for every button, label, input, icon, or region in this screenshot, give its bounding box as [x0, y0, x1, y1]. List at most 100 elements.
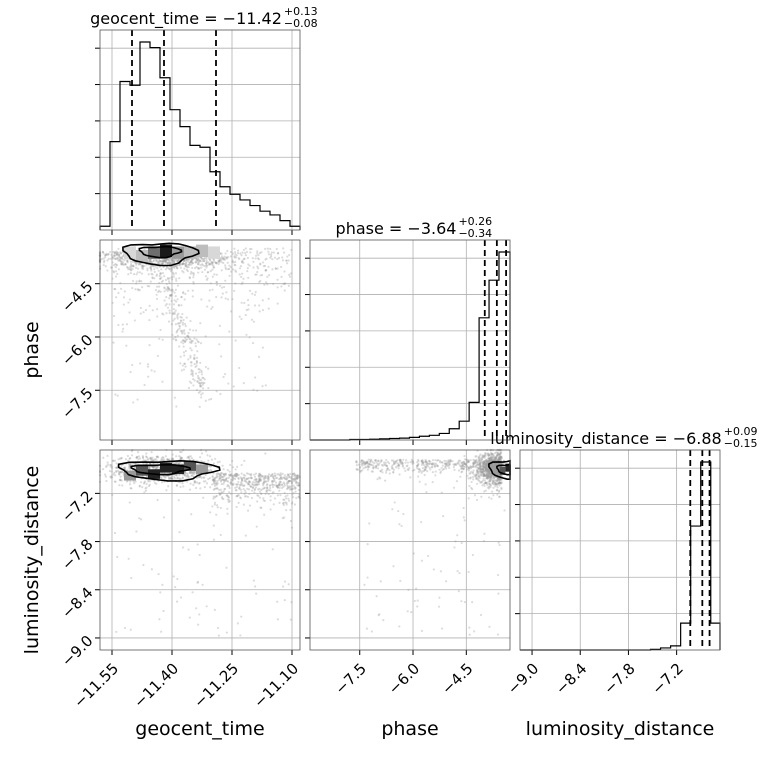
- sample-point-geocent_time-luminosity_distance: [294, 480, 297, 483]
- sample-point-geocent_time-phase: [116, 253, 119, 256]
- sample-point-geocent_time-phase: [180, 329, 184, 332]
- sample-point-geocent_time-phase: [254, 376, 257, 379]
- sample-point-geocent_time-phase: [125, 266, 129, 269]
- sample-point-phase-luminosity_distance: [497, 472, 500, 476]
- sample-point-phase-luminosity_distance: [371, 466, 375, 469]
- x-axis-label-geocent_time: geocent_time: [135, 718, 264, 740]
- sample-point-geocent_time-luminosity_distance: [131, 454, 134, 457]
- sample-point-geocent_time-phase: [182, 342, 185, 345]
- sample-point-phase-luminosity_distance: [426, 463, 429, 466]
- sample-point-phase-luminosity_distance: [465, 462, 468, 465]
- sample-point-geocent_time-phase: [171, 290, 174, 293]
- sample-point-geocent_time-phase: [275, 247, 278, 251]
- sample-point-geocent_time-luminosity_distance: [291, 477, 294, 481]
- sample-point-phase-luminosity_distance: [491, 466, 494, 469]
- sample-point-geocent_time-phase: [276, 252, 280, 255]
- sample-point-geocent_time-phase: [165, 258, 168, 261]
- sample-point-phase-luminosity_distance: [483, 469, 486, 472]
- sample-point-geocent_time-phase: [261, 261, 265, 264]
- sample-point-geocent_time-luminosity_distance: [181, 546, 185, 549]
- sample-point-geocent_time-luminosity_distance: [205, 605, 208, 608]
- sample-point-geocent_time-luminosity_distance: [241, 484, 244, 487]
- sample-point-geocent_time-luminosity_distance: [294, 478, 297, 482]
- sample-point-geocent_time-luminosity_distance: [138, 484, 142, 487]
- sample-point-geocent_time-phase: [197, 367, 200, 371]
- sample-point-phase-luminosity_distance: [374, 466, 378, 469]
- sample-point-phase-luminosity_distance: [478, 463, 481, 467]
- sample-point-phase-luminosity_distance: [488, 482, 491, 485]
- sample-point-geocent_time-phase: [120, 257, 123, 260]
- sample-point-phase-luminosity_distance: [445, 460, 448, 463]
- sample-point-geocent_time-phase: [208, 299, 211, 302]
- sample-point-geocent_time-phase: [196, 350, 199, 353]
- sample-point-geocent_time-phase: [117, 259, 120, 262]
- sample-point-geocent_time-luminosity_distance: [287, 499, 291, 502]
- sample-point-phase-luminosity_distance: [490, 451, 493, 454]
- sample-point-geocent_time-luminosity_distance: [255, 478, 258, 481]
- sample-point-geocent_time-phase: [126, 261, 129, 264]
- sample-point-geocent_time-luminosity_distance: [188, 616, 191, 619]
- sample-point-phase-luminosity_distance: [483, 460, 486, 463]
- sample-point-geocent_time-phase: [113, 252, 116, 255]
- sample-point-phase-luminosity_distance: [410, 458, 413, 462]
- sample-point-geocent_time-phase: [245, 308, 248, 312]
- sample-point-geocent_time-phase: [111, 261, 114, 264]
- sample-point-phase-luminosity_distance: [494, 463, 497, 466]
- sample-point-geocent_time-luminosity_distance: [284, 501, 287, 504]
- sample-point-geocent_time-luminosity_distance: [265, 480, 268, 483]
- sample-point-geocent_time-luminosity_distance: [118, 470, 121, 473]
- sample-point-geocent_time-luminosity_distance: [215, 484, 218, 487]
- sample-point-geocent_time-luminosity_distance: [257, 480, 260, 483]
- sample-point-phase-luminosity_distance: [441, 461, 444, 464]
- sample-point-geocent_time-phase: [170, 259, 173, 262]
- sample-point-phase-luminosity_distance: [483, 473, 486, 476]
- histogram-geocent_time: [99, 41, 301, 230]
- sample-point-phase-luminosity_distance: [433, 465, 436, 468]
- sample-point-geocent_time-luminosity_distance: [141, 456, 145, 459]
- sample-point-geocent_time-phase: [168, 277, 171, 280]
- sample-point-phase-luminosity_distance: [378, 613, 381, 616]
- sample-point-phase-luminosity_distance: [486, 475, 489, 478]
- sample-point-phase-luminosity_distance: [376, 478, 379, 481]
- sample-point-phase-luminosity_distance: [479, 613, 483, 617]
- sample-point-geocent_time-phase: [182, 259, 185, 263]
- sample-point-phase-luminosity_distance: [396, 462, 399, 465]
- sample-point-phase-luminosity_distance: [399, 459, 402, 462]
- sample-point-geocent_time-luminosity_distance: [257, 483, 261, 486]
- sample-point-geocent_time-luminosity_distance: [242, 484, 245, 487]
- sample-point-phase-luminosity_distance: [466, 465, 469, 468]
- sample-point-geocent_time-luminosity_distance: [294, 478, 297, 481]
- sample-point-geocent_time-phase: [128, 311, 131, 314]
- sample-point-geocent_time-phase: [109, 266, 113, 269]
- sample-point-geocent_time-luminosity_distance: [249, 474, 253, 477]
- sample-point-geocent_time-phase: [179, 321, 182, 324]
- sample-point-geocent_time-luminosity_distance: [243, 495, 247, 498]
- sample-point-phase-luminosity_distance: [493, 452, 497, 455]
- sample-point-phase-luminosity_distance: [491, 467, 494, 470]
- sample-point-geocent_time-luminosity_distance: [116, 469, 120, 472]
- sample-point-phase-luminosity_distance: [483, 466, 487, 469]
- sample-point-geocent_time-phase: [114, 288, 117, 291]
- sample-point-phase-luminosity_distance: [490, 452, 493, 456]
- sample-point-geocent_time-luminosity_distance: [224, 478, 228, 481]
- sample-point-geocent_time-phase: [163, 259, 166, 262]
- density-cell-phase-luminosity_distance-2: [505, 463, 510, 472]
- sample-point-geocent_time-luminosity_distance: [279, 484, 282, 487]
- sample-point-phase-luminosity_distance: [480, 468, 483, 471]
- sample-point-geocent_time-luminosity_distance: [205, 482, 209, 485]
- sample-point-geocent_time-phase: [177, 259, 180, 262]
- title-lower-error-phase: −0.34: [458, 227, 492, 240]
- sample-point-geocent_time-luminosity_distance: [256, 500, 259, 503]
- sample-point-phase-luminosity_distance: [499, 462, 503, 465]
- sample-point-phase-luminosity_distance: [393, 462, 396, 465]
- sample-point-phase-luminosity_distance: [365, 627, 369, 630]
- sample-point-geocent_time-luminosity_distance: [283, 516, 286, 519]
- sample-point-geocent_time-luminosity_distance: [160, 472, 163, 475]
- sample-point-phase-luminosity_distance: [420, 459, 423, 463]
- sample-point-phase-luminosity_distance: [454, 540, 457, 543]
- sample-point-phase-luminosity_distance: [398, 464, 401, 467]
- sample-point-phase-luminosity_distance: [370, 630, 373, 633]
- sample-point-phase-luminosity_distance: [481, 468, 485, 471]
- sample-point-phase-luminosity_distance: [485, 468, 488, 471]
- sample-point-geocent_time-phase: [138, 279, 141, 282]
